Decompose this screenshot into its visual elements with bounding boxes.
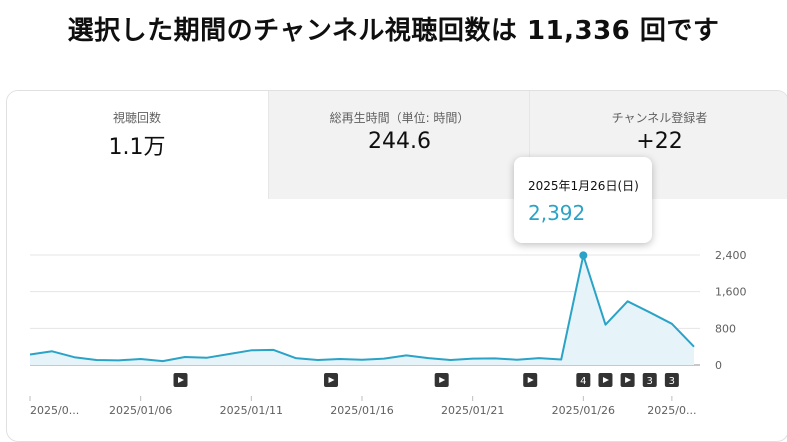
tab-watch-time[interactable]: 総再生時間（単位: 時間） 244.6 <box>268 91 530 199</box>
play-icon <box>602 377 609 383</box>
count-marker-label: 4 <box>580 376 586 387</box>
series-area <box>30 255 694 365</box>
tab-views-label: 視聴回数 <box>112 111 161 125</box>
x-tick-label: 2025/01/26 <box>552 404 615 417</box>
x-tick-label: 2025/0... <box>30 404 79 417</box>
count-marker <box>576 373 591 387</box>
x-tick-label: 2025/01/11 <box>220 404 283 417</box>
tab-views-value: 1.1万 <box>108 135 166 160</box>
y-tick-label: 1,600 <box>715 286 747 299</box>
tooltip-value: 2,392 <box>528 201 586 225</box>
play-icon <box>178 377 185 383</box>
metric-tabs: 視聴回数 1.1万 総再生時間（単位: 時間） 244.6 チャンネル登録者 +… <box>7 91 787 199</box>
x-tick-label: 2025/01/21 <box>441 404 504 417</box>
play-icon <box>527 377 534 383</box>
y-tick-label: 0 <box>715 359 722 372</box>
tab-views[interactable]: 視聴回数 1.1万 <box>7 91 267 199</box>
tab-watch-time-label: 総再生時間（単位: 時間） <box>329 111 470 125</box>
tab-subscribers-label: チャンネル登録者 <box>611 111 708 125</box>
play-icon <box>439 377 446 383</box>
y-tick-label: 2,400 <box>715 249 747 262</box>
highlight-point <box>579 251 588 260</box>
count-marker-label: 3 <box>647 376 653 387</box>
count-marker <box>664 373 679 387</box>
tab-subscribers-value: +22 <box>636 129 683 154</box>
tab-watch-time-value: 244.6 <box>368 129 431 154</box>
play-icon <box>328 377 335 383</box>
count-marker-label: 3 <box>669 376 675 387</box>
x-tick-label: 2025/01/16 <box>330 404 393 417</box>
y-tick-label: 800 <box>715 322 736 335</box>
x-tick-label: 2025/01/06 <box>109 404 172 417</box>
analytics-card: 視聴回数 1.1万 総再生時間（単位: 時間） 244.6 チャンネル登録者 +… <box>6 90 787 442</box>
count-marker <box>642 373 657 387</box>
page-headline: 選択した期間のチャンネル視聴回数は 11,336 回です <box>67 16 720 46</box>
chart-tooltip: 2025年1月26日(日) 2,392 <box>514 157 652 243</box>
x-tick-label: 2025/0... <box>647 404 696 417</box>
play-icon <box>625 377 632 383</box>
tooltip-date: 2025年1月26日(日) <box>528 179 639 193</box>
